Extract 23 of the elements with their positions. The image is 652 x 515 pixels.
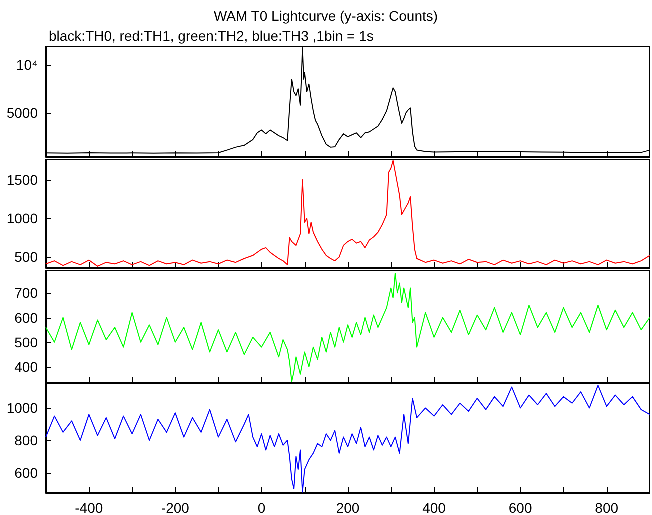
x-tick-label: 800: [595, 500, 619, 515]
x-tick-label: -400: [75, 500, 104, 515]
y-tick-label: 400: [14, 359, 38, 375]
y-tick-label: 700: [14, 285, 38, 302]
y-tick-label: 1000: [6, 210, 38, 227]
line-series: [46, 385, 650, 493]
y-tick-label: 800: [14, 432, 38, 449]
y-tick-label: 10⁴: [16, 57, 38, 74]
line-series: [46, 47, 650, 154]
chart-title: WAM T0 Lightcurve (y-axis: Counts): [214, 8, 438, 24]
y-tick-label: 1000: [6, 400, 38, 416]
y-tick-label: 600: [14, 310, 38, 326]
y-tick-label: 600: [14, 464, 38, 481]
chart-subtitle: black:TH0, red:TH1, green:TH2, blue:TH3 ,1bin = 1s: [49, 28, 374, 44]
y-tick-label: 1500: [6, 172, 38, 188]
x-tick-label: 600: [508, 500, 532, 515]
y-tick-label: 500: [14, 334, 38, 350]
x-tick-label: 0: [258, 500, 266, 515]
x-tick-label: 200: [336, 500, 360, 515]
y-tick-label: 500: [14, 249, 38, 266]
x-tick-label: 400: [422, 500, 446, 515]
y-tick-label: 5000: [6, 105, 38, 121]
x-tick-label: -200: [161, 500, 190, 515]
